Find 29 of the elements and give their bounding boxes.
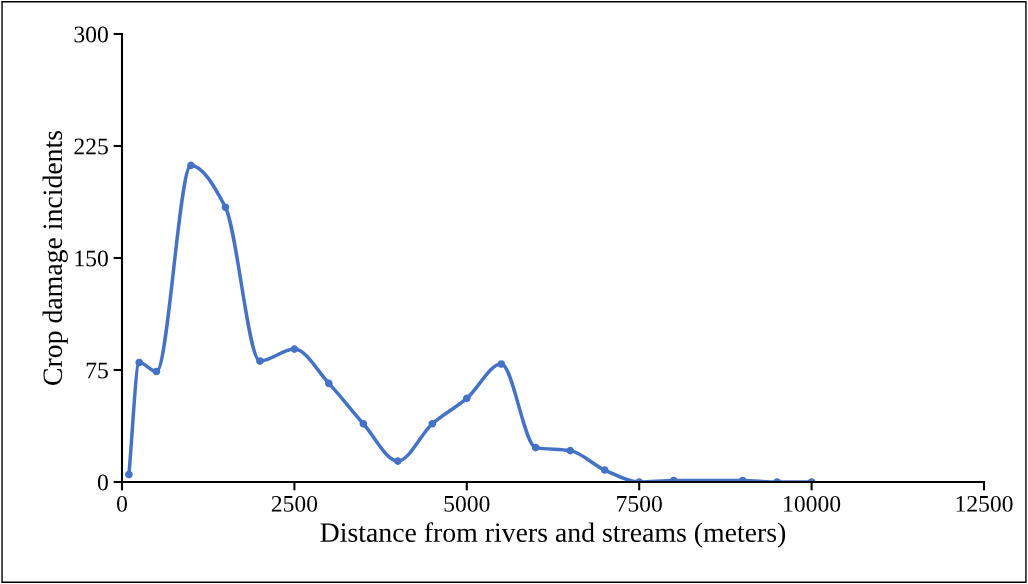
y-tick-label: 225 bbox=[74, 138, 108, 155]
x-axis-title: Distance from rivers and streams (meters) bbox=[320, 522, 786, 548]
x-tick-label: 12500 bbox=[956, 495, 1013, 512]
point bbox=[152, 367, 161, 376]
y-axis-title: Crop damage incidents bbox=[42, 130, 68, 385]
point bbox=[566, 446, 575, 455]
point bbox=[325, 379, 333, 388]
point bbox=[125, 470, 133, 479]
point bbox=[497, 360, 506, 368]
point bbox=[600, 466, 609, 474]
point bbox=[290, 345, 299, 353]
y-tick-label: 75 bbox=[86, 362, 108, 379]
point bbox=[462, 394, 471, 403]
y-tick-label: 300 bbox=[74, 26, 108, 43]
point bbox=[135, 358, 144, 367]
point bbox=[394, 457, 402, 465]
point bbox=[221, 203, 230, 212]
x-tick-label: 7500 bbox=[617, 495, 662, 512]
y-tick-label: 150 bbox=[75, 250, 108, 267]
x-tick-label: 0 bbox=[117, 495, 127, 512]
point bbox=[531, 443, 540, 452]
x-tick-label: 2500 bbox=[271, 495, 318, 512]
y-tick-label: 0 bbox=[97, 474, 108, 491]
x-tick-label: 5000 bbox=[444, 495, 490, 512]
point bbox=[256, 357, 264, 365]
point bbox=[187, 161, 195, 170]
point bbox=[359, 419, 368, 428]
x-tick-label: 10000 bbox=[784, 495, 841, 512]
point bbox=[428, 419, 437, 428]
